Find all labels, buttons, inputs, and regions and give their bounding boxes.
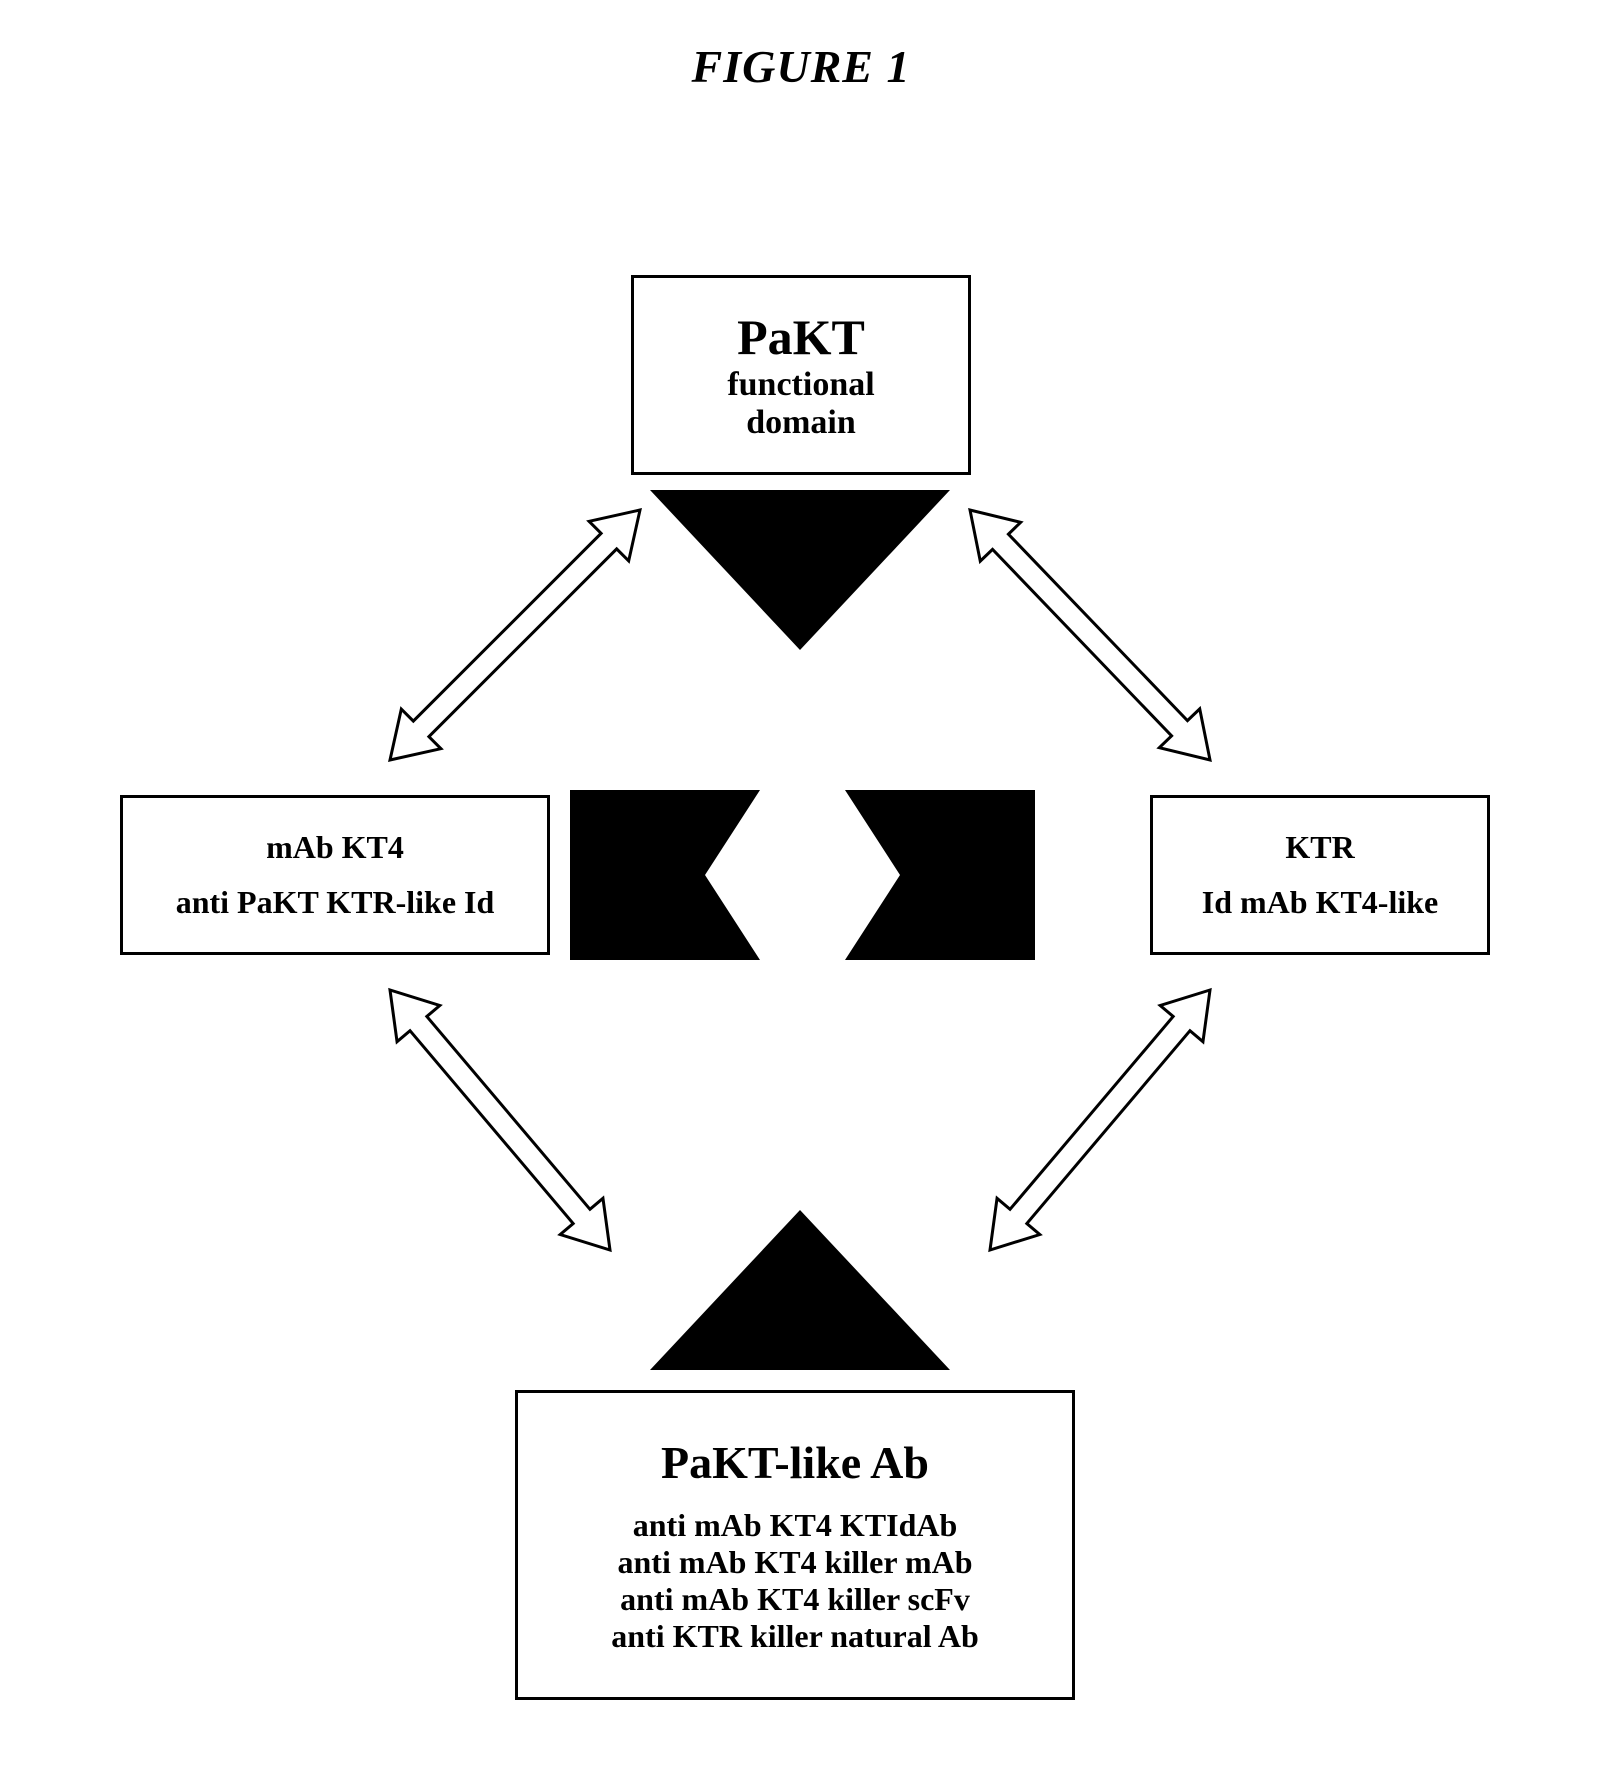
node-ktr-line2: Id mAb KT4-like	[1202, 884, 1438, 921]
double-arrow-left-to-bottom	[390, 990, 610, 1250]
chevron-right-icon	[845, 790, 1035, 960]
triangle-up-icon	[650, 1210, 950, 1370]
node-pakt-like-ab-line4: anti KTR killer natural Ab	[611, 1618, 978, 1655]
double-arrow-top-to-left	[390, 510, 640, 760]
node-pakt-title: PaKT	[737, 308, 865, 366]
node-pakt-sub1: functional	[727, 366, 874, 404]
chevron-left-icon	[570, 790, 760, 960]
double-arrow-top-to-right	[970, 510, 1210, 760]
node-pakt-like-ab-line2: anti mAb KT4 killer mAb	[618, 1544, 973, 1581]
figure-title: FIGURE 1	[692, 40, 911, 93]
node-mab-kt4-line2: anti PaKT KTR-like Id	[176, 884, 495, 921]
node-mab-kt4-line1: mAb KT4	[266, 829, 404, 866]
node-pakt-like-ab-line3: anti mAb KT4 killer scFv	[620, 1581, 970, 1618]
node-pakt-like-ab-title: PaKT-like Ab	[661, 1436, 929, 1489]
node-pakt-sub2: domain	[746, 404, 856, 442]
node-pakt-like-ab: PaKT-like Ab anti mAb KT4 KTIdAb anti mA…	[515, 1390, 1075, 1700]
node-ktr-line1: KTR	[1285, 829, 1354, 866]
node-pakt-like-ab-line1: anti mAb KT4 KTIdAb	[633, 1507, 958, 1544]
node-mab-kt4: mAb KT4 anti PaKT KTR-like Id	[120, 795, 550, 955]
node-ktr: KTR Id mAb KT4-like	[1150, 795, 1490, 955]
triangle-down-icon	[650, 490, 950, 650]
double-arrow-right-to-bottom	[990, 990, 1210, 1250]
node-pakt: PaKT functional domain	[631, 275, 971, 475]
